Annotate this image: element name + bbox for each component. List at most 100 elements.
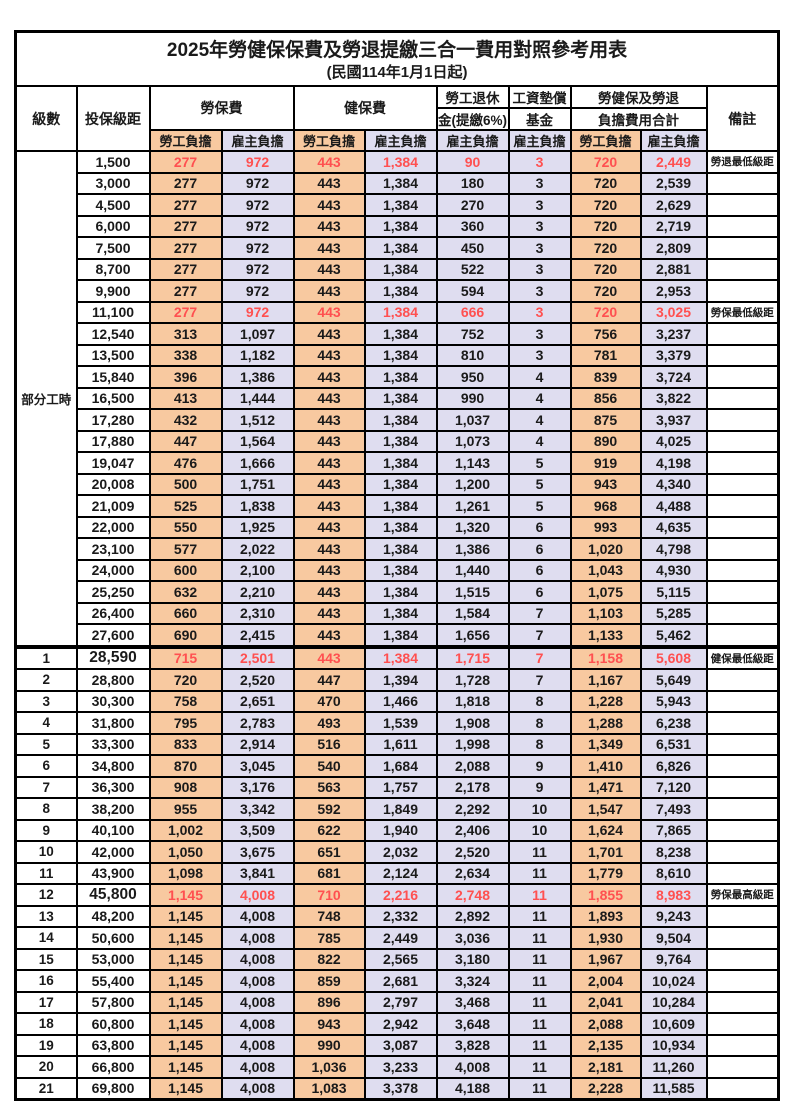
- wage-fund-employer-cell: 7: [507, 601, 572, 625]
- pension-employer-cell: 1,440: [435, 558, 510, 582]
- total-employee-cell: 720: [569, 257, 642, 281]
- table-row: 10 42,000 1,050 3,675 651 2,032 2,520 11 1,701 8,…: [14, 840, 780, 864]
- labor-employer-cell: 2,501: [220, 644, 295, 670]
- level-cell: 5: [14, 732, 78, 756]
- bracket-cell: 23,100: [75, 537, 151, 561]
- bracket-cell: 21,009: [75, 494, 151, 518]
- health-employer-cell: 1,384: [363, 537, 438, 561]
- col-header-bracket: 投保級距: [75, 85, 151, 152]
- health-employee-cell: 443: [292, 494, 366, 518]
- remark-cell: 健保最低級距: [705, 644, 780, 670]
- pension-employer-cell: 2,748: [435, 883, 510, 907]
- bracket-cell: 31,800: [75, 711, 151, 735]
- total-employer-cell: 4,930: [639, 558, 708, 582]
- labor-employer-cell: 1,097: [220, 322, 295, 346]
- table-row: 21 69,800 1,145 4,008 1,083 3,378 4,188 11 2,228…: [14, 1076, 780, 1101]
- health-employee-cell: 896: [292, 990, 366, 1014]
- wage-fund-employer-cell: 3: [507, 150, 572, 174]
- health-employee-cell: 990: [292, 1033, 366, 1057]
- total-employee-cell: 720: [569, 279, 642, 303]
- remark-cell: [705, 365, 780, 389]
- bracket-cell: 30,300: [75, 689, 151, 713]
- health-employee-cell: 443: [292, 623, 366, 648]
- labor-employer-cell: 972: [220, 214, 295, 238]
- wage-fund-employer-cell: 11: [507, 947, 572, 971]
- wage-fund-employer-cell: 3: [507, 171, 572, 195]
- remark-cell: [705, 623, 780, 648]
- total-employer-cell: 3,379: [639, 343, 708, 367]
- labor-employee-cell: 1,145: [148, 1055, 223, 1079]
- remark-cell: 勞保最高級距: [705, 883, 780, 907]
- labor-employer-cell: 4,008: [220, 926, 295, 950]
- remark-cell: [705, 408, 780, 432]
- wage-fund-employer-cell: 11: [507, 1055, 572, 1079]
- remark-cell: [705, 1033, 780, 1057]
- bracket-cell: 60,800: [75, 1012, 151, 1036]
- level-cell: 10: [14, 840, 78, 864]
- pension-employer-cell: 3,648: [435, 1012, 510, 1036]
- health-employer-cell: 2,797: [363, 990, 438, 1014]
- labor-employer-cell: 1,925: [220, 515, 295, 539]
- labor-employer-cell: 1,838: [220, 494, 295, 518]
- pension-employer-cell: 2,634: [435, 861, 510, 885]
- pension-employer-cell: 2,520: [435, 840, 510, 864]
- col-header-level: 級數: [14, 85, 78, 152]
- total-employee-cell: 1,547: [569, 797, 642, 821]
- pension-employer-cell: 522: [435, 257, 510, 281]
- table-row: 25,250 632 2,210 443 1,384 1,515 6 1,075 5,115: [16, 580, 780, 604]
- total-employee-cell: 2,088: [569, 1012, 642, 1036]
- labor-employee-cell: 413: [148, 386, 223, 410]
- bracket-cell: 55,400: [75, 969, 151, 993]
- total-employer-cell: 2,719: [639, 214, 708, 238]
- labor-employee-cell: 1,145: [148, 904, 223, 928]
- total-employee-cell: 1,103: [569, 601, 642, 625]
- labor-employer-cell: 3,675: [220, 840, 295, 864]
- total-employer-cell: 4,340: [639, 472, 708, 496]
- wage-fund-employer-cell: 3: [507, 343, 572, 367]
- health-employer-cell: 1,384: [363, 171, 438, 195]
- remark-cell: [705, 775, 780, 799]
- pension-employer-cell: 1,656: [435, 623, 510, 648]
- labor-employee-cell: 1,145: [148, 947, 223, 971]
- health-employee-cell: 748: [292, 904, 366, 928]
- pension-employer-cell: 810: [435, 343, 510, 367]
- health-employee-cell: 443: [292, 644, 366, 670]
- pension-employer-cell: 1,261: [435, 494, 510, 518]
- subheader-total-employee: 勞工負擔: [569, 129, 642, 152]
- total-employer-cell: 2,953: [639, 279, 708, 303]
- labor-employee-cell: 550: [148, 515, 223, 539]
- remark-cell: [705, 515, 780, 539]
- table-row: 2 28,800 720 2,520 447 1,394 1,728 7 1,167 5,649: [14, 668, 780, 692]
- pension-employer-cell: 1,073: [435, 429, 510, 453]
- labor-employer-cell: 3,342: [220, 797, 295, 821]
- total-employee-cell: 919: [569, 451, 642, 475]
- total-employee-cell: 2,004: [569, 969, 642, 993]
- table-row: 13 48,200 1,145 4,008 748 2,332 2,892 11 1,893 9,…: [14, 904, 780, 928]
- remark-cell: [705, 711, 780, 735]
- pension-employer-cell: 1,200: [435, 472, 510, 496]
- pension-employer-cell: 2,406: [435, 818, 510, 842]
- labor-employee-cell: 1,145: [148, 883, 223, 907]
- page-subtitle: (民國114年1月1日起): [326, 64, 468, 81]
- table-row: 24,000 600 2,100 443 1,384 1,440 6 1,043 4,930: [16, 558, 780, 582]
- pension-employer-cell: 950: [435, 365, 510, 389]
- bracket-cell: 38,200: [75, 797, 151, 821]
- bracket-cell: 16,500: [75, 386, 151, 410]
- total-employee-cell: 943: [569, 472, 642, 496]
- health-employer-cell: 1,384: [363, 429, 438, 453]
- remark-cell: [705, 969, 780, 993]
- bracket-cell: 20,008: [75, 472, 151, 496]
- table-row: 17 57,800 1,145 4,008 896 2,797 3,468 11 2,041 10…: [14, 990, 780, 1014]
- labor-employer-cell: 1,386: [220, 365, 295, 389]
- table-row: 19,047 476 1,666 443 1,384 1,143 5 919 4,198: [16, 451, 780, 475]
- pension-employer-cell: 4,188: [435, 1076, 510, 1101]
- health-employer-cell: 1,384: [363, 515, 438, 539]
- health-employee-cell: 443: [292, 279, 366, 303]
- total-employee-cell: 968: [569, 494, 642, 518]
- health-employee-cell: 443: [292, 171, 366, 195]
- labor-employer-cell: 4,008: [220, 1012, 295, 1036]
- total-employee-cell: 2,041: [569, 990, 642, 1014]
- subheader-labor-employer: 雇主負擔: [220, 129, 295, 152]
- wage-fund-employer-cell: 11: [507, 840, 572, 864]
- labor-employee-cell: 600: [148, 558, 223, 582]
